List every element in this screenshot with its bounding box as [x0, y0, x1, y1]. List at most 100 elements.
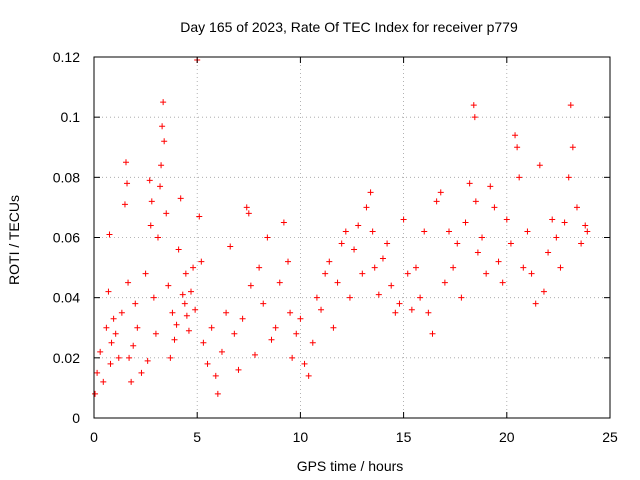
data-point — [346, 294, 353, 301]
data-point — [182, 270, 189, 277]
data-point — [514, 144, 521, 151]
data-point — [379, 255, 386, 262]
data-point — [334, 279, 341, 286]
data-point — [474, 249, 481, 256]
data-point — [425, 309, 432, 316]
data-point — [125, 279, 132, 286]
data-point — [103, 324, 110, 331]
data-point — [264, 234, 271, 241]
data-point — [122, 159, 129, 166]
data-point — [301, 360, 308, 367]
data-point — [152, 330, 159, 337]
data-point — [458, 294, 465, 301]
data-point — [115, 354, 122, 361]
data-point — [528, 270, 535, 277]
data-point — [110, 315, 117, 322]
data-point — [441, 279, 448, 286]
data-point — [105, 288, 112, 295]
data-point — [520, 264, 527, 271]
data-point — [487, 183, 494, 190]
data-point — [309, 339, 316, 346]
data-point — [584, 228, 591, 235]
y-tick-label: 0.04 — [53, 290, 80, 306]
data-point — [256, 264, 263, 271]
data-point — [167, 354, 174, 361]
data-point — [124, 180, 131, 187]
data-point — [582, 222, 589, 229]
data-point — [177, 195, 184, 202]
data-point — [297, 315, 304, 322]
data-point — [285, 258, 292, 265]
data-point — [198, 258, 205, 265]
data-point — [94, 369, 101, 376]
data-point — [495, 258, 502, 265]
x-tick-label: 20 — [499, 429, 515, 445]
data-point — [371, 264, 378, 271]
data-point — [118, 309, 125, 316]
y-axis-label: ROTI / TECUs — [6, 195, 22, 285]
axis-ticks — [93, 56, 611, 419]
data-point — [388, 282, 395, 289]
data-point — [545, 249, 552, 256]
data-point — [499, 279, 506, 286]
data-point — [272, 324, 279, 331]
data-point — [169, 309, 176, 316]
y-tick-label: 0.12 — [53, 49, 80, 65]
data-point — [112, 330, 119, 337]
data-point — [231, 330, 238, 337]
x-axis-label: GPS time / hours — [297, 458, 404, 474]
data-point — [322, 270, 329, 277]
data-point — [540, 288, 547, 295]
data-point — [421, 228, 428, 235]
data-point — [417, 294, 424, 301]
data-point — [472, 198, 479, 205]
x-tick-label: 15 — [396, 429, 412, 445]
data-point — [247, 282, 254, 289]
data-point — [130, 342, 137, 349]
data-point — [338, 240, 345, 247]
x-tick-label: 25 — [602, 429, 618, 445]
data-point — [437, 189, 444, 196]
data-point — [470, 102, 477, 109]
data-point — [212, 372, 219, 379]
data-point — [396, 300, 403, 307]
data-point — [404, 270, 411, 277]
data-points — [92, 57, 591, 397]
data-point — [369, 228, 376, 235]
data-point — [183, 312, 190, 319]
data-point — [214, 390, 221, 397]
data-point — [100, 378, 107, 385]
data-point — [239, 315, 246, 322]
data-point — [330, 324, 337, 331]
data-point — [318, 306, 325, 313]
data-point — [573, 204, 580, 211]
data-point — [157, 183, 164, 190]
data-point — [536, 162, 543, 169]
data-point — [159, 123, 166, 130]
data-point — [160, 99, 167, 106]
chart-title: Day 165 of 2023, Rate Of TEC Index for r… — [180, 19, 518, 35]
data-point — [188, 288, 195, 295]
data-point — [243, 204, 250, 211]
data-point — [578, 240, 585, 247]
data-point — [227, 243, 234, 250]
data-point — [355, 222, 362, 229]
data-point — [134, 324, 141, 331]
axis-tick-labels: 0 5 10 15 20 25 0 0.02 0.04 0.06 0.08 0.1 0.12 — [53, 49, 618, 445]
y-tick-label: 0.06 — [53, 230, 80, 246]
data-point — [532, 300, 539, 307]
data-point — [268, 336, 275, 343]
data-point — [165, 282, 172, 289]
data-point — [154, 234, 161, 241]
data-point — [565, 174, 572, 181]
data-point — [471, 114, 478, 121]
data-point — [454, 240, 461, 247]
data-point — [280, 219, 287, 226]
data-point — [412, 264, 419, 271]
data-point — [185, 327, 192, 334]
data-point — [251, 351, 258, 358]
data-point — [342, 228, 349, 235]
data-point — [384, 240, 391, 247]
data-point — [276, 279, 283, 286]
data-point — [126, 354, 133, 361]
